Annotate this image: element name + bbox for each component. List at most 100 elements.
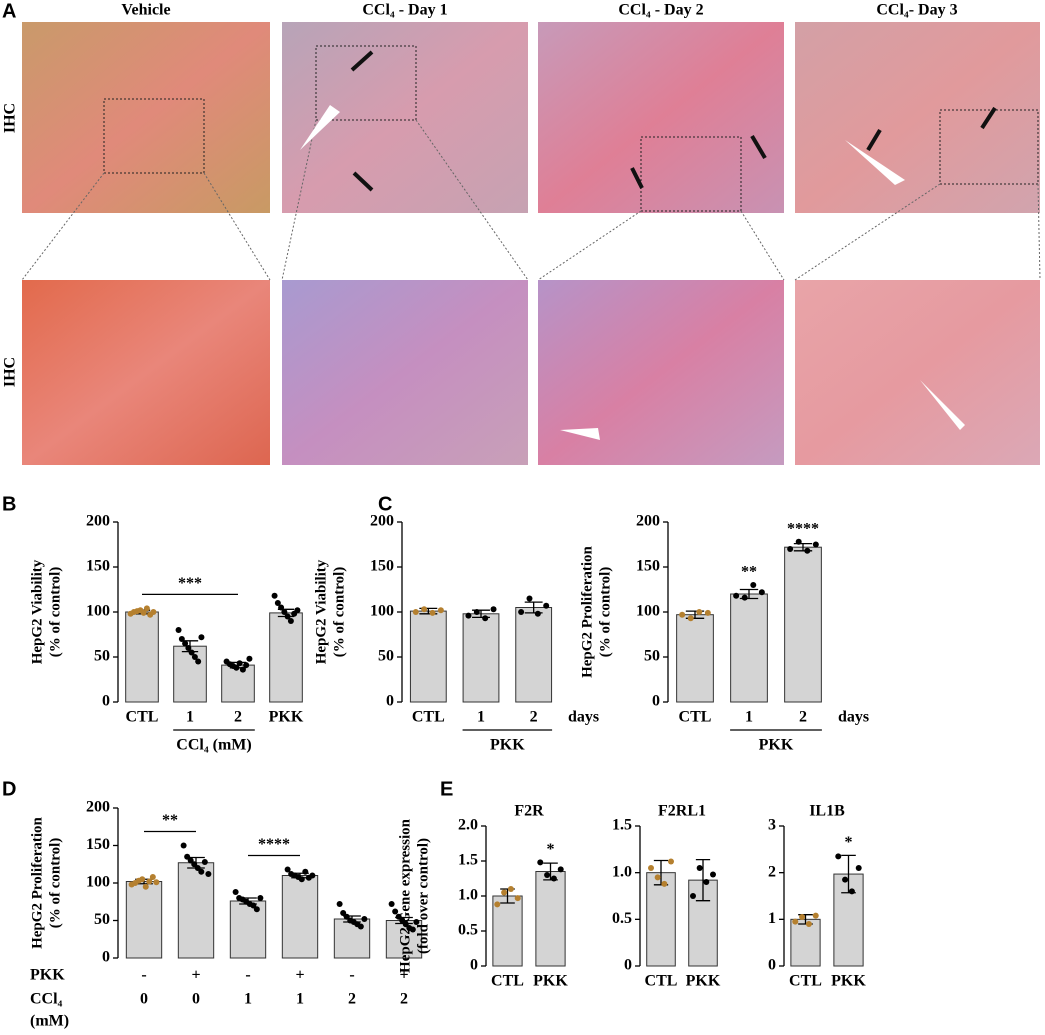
panel-label: B bbox=[2, 493, 16, 515]
data-point bbox=[696, 865, 703, 871]
image-header: CCl₄ - Day 1 bbox=[362, 2, 447, 19]
image bbox=[22, 280, 270, 465]
data-point bbox=[184, 853, 191, 860]
data-point bbox=[274, 600, 281, 606]
data-point bbox=[704, 609, 711, 616]
x-unit: days bbox=[568, 709, 599, 726]
data-point bbox=[246, 655, 253, 662]
x-tick-label: 2 bbox=[530, 709, 538, 726]
x-tick-label: PKK bbox=[831, 973, 866, 990]
bar bbox=[409, 610, 447, 703]
y-tick-label: 100 bbox=[370, 603, 394, 620]
data-point bbox=[361, 916, 368, 922]
bar bbox=[281, 875, 319, 959]
data-point bbox=[287, 618, 294, 624]
data-point bbox=[518, 609, 525, 615]
y-tick-label: 150 bbox=[86, 836, 110, 853]
data-point bbox=[284, 866, 291, 873]
bracket-label: ** bbox=[162, 812, 178, 829]
data-point bbox=[667, 858, 674, 865]
y-axis-label: (% of control) bbox=[47, 838, 63, 929]
x-tick-label: CTL bbox=[789, 973, 822, 990]
bracket-label: *** bbox=[178, 575, 202, 592]
x-tick-label: CTL bbox=[491, 973, 524, 990]
y-tick-label: 100 bbox=[86, 874, 110, 891]
x-tick-label: 1 bbox=[244, 991, 252, 1008]
data-point bbox=[501, 889, 508, 896]
group-label: PKK bbox=[490, 737, 525, 754]
significance: **** bbox=[787, 520, 819, 537]
x-tick-label: - bbox=[245, 967, 250, 984]
data-point bbox=[421, 606, 428, 613]
row-label: PKK bbox=[30, 967, 65, 984]
data-point bbox=[188, 649, 195, 656]
data-point bbox=[848, 888, 855, 895]
x-tick-label: 1 bbox=[477, 709, 485, 726]
data-point bbox=[758, 589, 765, 596]
y-axis-label: (% of control) bbox=[47, 567, 63, 658]
x-tick-label: + bbox=[191, 967, 200, 984]
data-point bbox=[402, 921, 409, 928]
y-axis-label: HepG2 Gene expression bbox=[397, 818, 413, 973]
row-label: IHC bbox=[2, 103, 19, 133]
image-header: CCl₄- Day 3 bbox=[876, 2, 957, 19]
inset-box bbox=[640, 136, 742, 212]
data-point bbox=[395, 913, 402, 920]
data-point bbox=[388, 901, 395, 907]
data-point bbox=[271, 592, 278, 599]
data-point bbox=[175, 627, 182, 633]
data-point bbox=[257, 895, 264, 901]
data-point bbox=[514, 895, 521, 902]
y-axis-label: HepG2 Proliferation bbox=[29, 816, 45, 948]
bar bbox=[177, 862, 215, 959]
data-point bbox=[696, 609, 703, 615]
y-tick-label: 2 bbox=[768, 863, 776, 880]
data-point bbox=[182, 640, 189, 647]
data-point bbox=[191, 654, 198, 660]
data-point bbox=[409, 926, 416, 933]
bar bbox=[462, 613, 500, 703]
y-tick-label: 1.5 bbox=[458, 852, 478, 869]
y-axis-label: HepG2 Viability bbox=[313, 559, 329, 664]
data-point bbox=[185, 645, 192, 651]
data-point bbox=[413, 919, 420, 925]
data-point bbox=[232, 889, 239, 895]
data-point bbox=[195, 658, 202, 665]
data-point bbox=[140, 609, 147, 616]
data-point bbox=[149, 874, 156, 880]
y-tick-label: 50 bbox=[378, 648, 394, 665]
data-point bbox=[812, 912, 819, 919]
image bbox=[795, 280, 1040, 465]
panel-label: A bbox=[2, 0, 16, 22]
data-point bbox=[750, 582, 757, 588]
x-tick-label: CTL bbox=[679, 709, 712, 726]
data-point bbox=[437, 607, 444, 614]
data-point bbox=[494, 901, 501, 908]
data-point bbox=[709, 871, 716, 878]
data-point bbox=[302, 868, 309, 875]
x-tick-label: 2 bbox=[234, 709, 242, 726]
data-point bbox=[507, 886, 514, 892]
y-tick-label: 0 bbox=[652, 693, 660, 710]
y-tick-label: 0.5 bbox=[458, 922, 478, 939]
data-point bbox=[309, 872, 316, 879]
bar bbox=[269, 612, 303, 703]
data-point bbox=[661, 880, 668, 887]
y-axis-label: HepG2 Proliferation bbox=[579, 545, 595, 677]
y-tick-label: 0 bbox=[102, 949, 110, 966]
y-tick-label: 150 bbox=[636, 558, 660, 575]
image bbox=[282, 22, 528, 213]
bar bbox=[646, 872, 676, 967]
data-point bbox=[526, 595, 533, 602]
data-point bbox=[253, 906, 260, 913]
data-point bbox=[239, 666, 246, 673]
data-point bbox=[278, 604, 285, 611]
image bbox=[22, 22, 270, 213]
data-point bbox=[336, 901, 343, 907]
x-tick-label: PKK bbox=[533, 973, 568, 990]
data-point bbox=[799, 914, 806, 920]
data-point bbox=[855, 865, 862, 871]
data-point bbox=[205, 871, 212, 877]
y-tick-label: 50 bbox=[644, 648, 660, 665]
